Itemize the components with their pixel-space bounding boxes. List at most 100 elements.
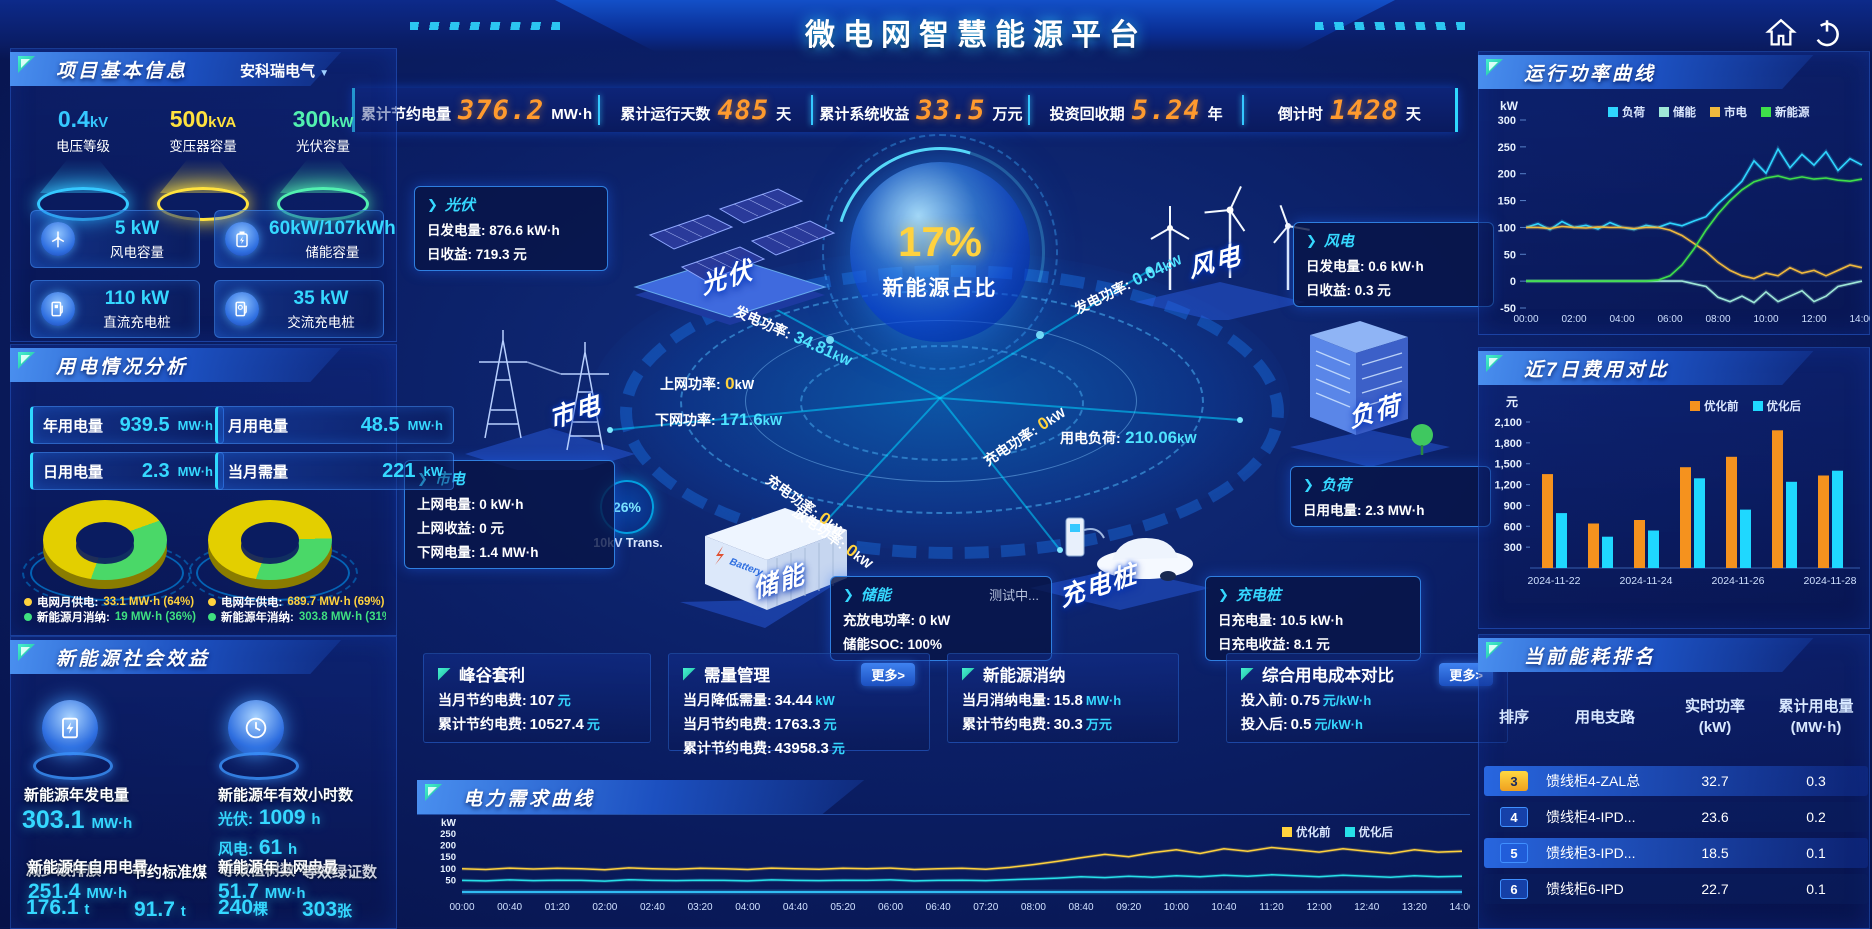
row-value: 8.1 元	[1293, 637, 1330, 652]
header-right-decoration	[1315, 22, 1465, 30]
energy-cell: 0.1	[1806, 881, 1826, 897]
month-donut-legend: 电网月供电: 33.1 MW·h (64%) 新能源月消纳: 19 MW·h (3…	[24, 594, 202, 624]
energy-cell: 0.2	[1806, 809, 1826, 825]
home-button[interactable]	[1762, 16, 1800, 50]
corner-icon	[962, 667, 975, 681]
storage-status-tag: 测试中...	[989, 588, 1039, 603]
row-unit: 元	[831, 741, 845, 756]
axis-text: 04:00	[735, 902, 760, 913]
panel-title: 当前能耗排名	[1524, 646, 1657, 668]
benefits-panel	[10, 636, 397, 929]
branch-cell: 馈线柜3-IPD...	[1546, 845, 1636, 861]
kpi-label: 倒计时	[1277, 105, 1323, 123]
storage-info-box: ❯ 储能 测试中... 充放电功率: 0 kW 储能SOC: 100%	[830, 576, 1052, 661]
table-row[interactable]: 5 馈线柜3-IPD... 18.5 0.1	[1484, 838, 1868, 868]
benefits-header: 新能源社会效益	[10, 640, 342, 674]
legend-item: 优化前	[1282, 824, 1331, 840]
value: 0.4	[57, 106, 90, 132]
pedestal-unit: kVA	[208, 114, 237, 131]
bar-优化前	[1726, 456, 1737, 568]
legend-value: 33.1 MW·h (64%)	[103, 595, 195, 608]
stat-unit: kW	[423, 463, 444, 479]
power-cell: 23.6	[1701, 809, 1729, 825]
data-series-line	[1526, 280, 1863, 304]
usage-stat-box: 月用电量 48.5 MW·h	[215, 406, 454, 444]
legend-label: 优化后	[1766, 401, 1802, 413]
table-row[interactable]: 6 馈线柜6-IPD 22.7 0.1	[1484, 874, 1868, 904]
pedestal-unit: kV	[89, 114, 109, 131]
axis-text: 10:00	[1164, 902, 1189, 913]
row-label: 充放电功率:	[843, 613, 919, 628]
row-unit: 元	[823, 717, 837, 732]
card-value: 35 kW	[293, 287, 349, 309]
pedestal-beam	[160, 159, 246, 193]
rank-badge: 6	[1500, 879, 1528, 899]
usage-stat-box: 日用电量 2.3 MW·h	[30, 452, 224, 490]
row-label: 日收益:	[427, 247, 476, 262]
legend-dot	[24, 597, 32, 606]
axis-text: 2,100	[1494, 417, 1522, 429]
axis-text: 01:20	[545, 902, 570, 913]
legend-label: 储能	[1673, 107, 1696, 119]
table-row[interactable]: 4 馈线柜4-IPD... 23.6 0.2	[1484, 802, 1868, 832]
strategy-row: 当月消纳电量: 15.8 MW·h	[962, 690, 1164, 710]
row-unit: MW·h	[1085, 693, 1122, 708]
card-value: 110 kW	[104, 287, 170, 309]
rank-badge: 4	[1500, 807, 1528, 827]
bar-优化后	[1832, 470, 1843, 568]
kpi-value: 485	[717, 94, 770, 126]
rank-cell: 6	[1484, 879, 1544, 899]
axis-text: kW	[441, 818, 457, 829]
power-button[interactable]	[1808, 16, 1846, 50]
row-value: 719.3 元	[475, 247, 527, 262]
kpi-label: 累计系统收益	[819, 105, 910, 123]
load-power-flow: 用电负荷: 210.06kW	[1060, 428, 1197, 447]
axis-text: 06:40	[926, 902, 951, 913]
kpi-unit: 年	[1207, 105, 1223, 123]
legend-value: 303.8 MW·h (31%)	[298, 610, 386, 623]
row-value: 43958.3	[774, 740, 829, 757]
table-row[interactable]: 3 馈线柜4-ZAL总 32.7 0.3	[1484, 766, 1868, 796]
corner-icon	[683, 667, 696, 681]
demand-more-button[interactable]: 更多>	[861, 662, 915, 686]
info-row: 日充电收益: 8.1 元	[1218, 633, 1408, 653]
row-unit: 元	[557, 693, 571, 708]
row-label: 当月节约电费:	[683, 716, 772, 732]
battery-container-illustration: Battery	[680, 508, 850, 628]
row-label: 当月消纳电量:	[962, 692, 1051, 708]
grid-towers-illustration	[465, 330, 635, 470]
kpi-value: 33.5	[916, 94, 986, 126]
grid-down-flow: 下网功率: 171.6kW	[655, 410, 783, 429]
axis-text: 07:20	[973, 902, 998, 913]
legend-swatch	[1608, 107, 1618, 117]
row-value: 1763.3	[774, 716, 821, 733]
kpi-label: 累计运行天数	[620, 105, 711, 123]
company-select[interactable]: 安科瑞电气 ▼	[240, 60, 329, 81]
company-name: 安科瑞电气	[240, 63, 316, 80]
arrow-icon: ❯	[843, 586, 854, 602]
legend-label: 负荷	[1622, 107, 1645, 119]
row-value: 1.4 MW·h	[479, 545, 539, 560]
legend-label: 电网年供电:	[221, 596, 283, 609]
card-value: 5 kW	[114, 217, 160, 239]
axis-text: 14:00	[1849, 314, 1870, 325]
row-label: 当月节约电费:	[438, 692, 527, 708]
row-label: 累计节约电费:	[683, 740, 772, 756]
row-label: 储能SOC:	[843, 637, 908, 652]
header-trapezoid	[555, 0, 1395, 52]
renewable-ratio-label: 新能源占比	[882, 277, 998, 300]
year-donut-legend: 电网年供电: 689.7 MW·h (69%) 新能源年消纳: 303.8 MW·…	[208, 594, 386, 624]
row-value: 2.3 MW·h	[1365, 503, 1425, 518]
branch-cell: 馈线柜6-IPD	[1546, 881, 1624, 897]
axis-text: 200	[1498, 169, 1516, 181]
project-info-header: 项目基本信息	[10, 52, 342, 86]
legend-label: 优化前	[1296, 827, 1331, 839]
data-series-line	[461, 846, 1463, 871]
column-header: 用电支路	[1574, 708, 1635, 726]
axis-text: 05:20	[830, 902, 855, 913]
cost-header: 近7日费用对比	[1478, 351, 1814, 385]
strategy-row: 累计节约电费: 30.3 万元	[962, 714, 1164, 734]
cert-value: 303张	[302, 898, 353, 921]
axis-text: 00:40	[497, 902, 522, 913]
rank-badge: 5	[1500, 843, 1528, 863]
